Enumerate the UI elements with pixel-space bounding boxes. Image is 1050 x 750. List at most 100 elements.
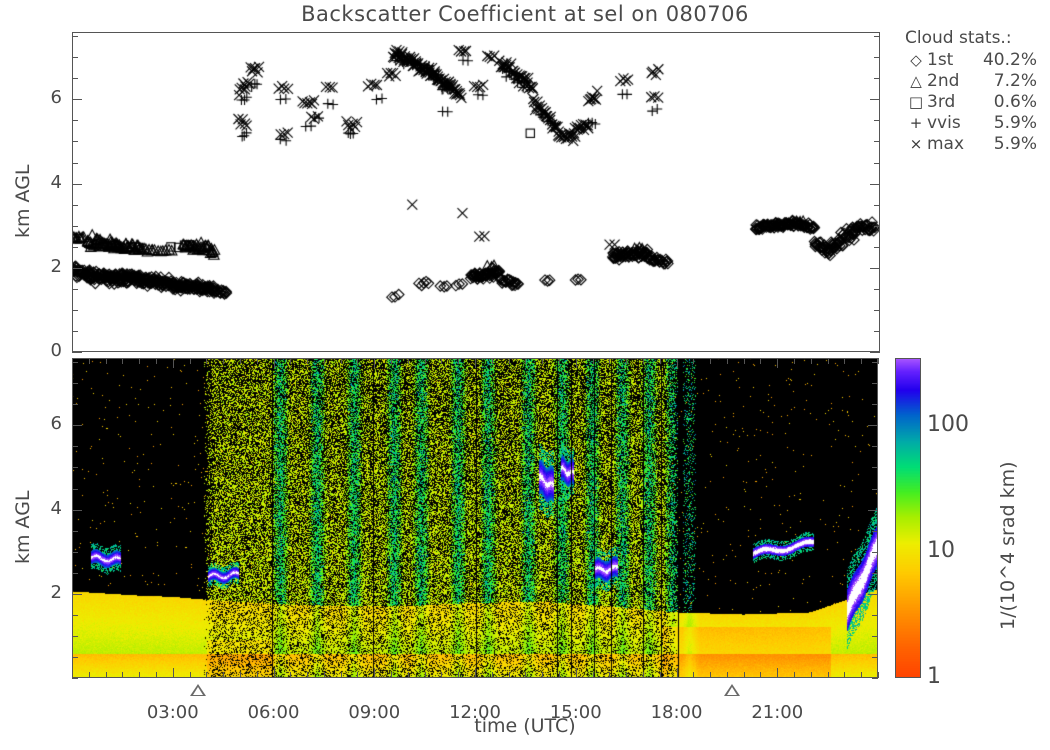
legend-label: max: [927, 134, 965, 154]
x-tick-mark: [273, 668, 275, 678]
x-tick-mark: [172, 668, 174, 678]
x-minor-tick: [239, 358, 241, 364]
x-minor-tick: [794, 672, 796, 678]
y-minor-tick: [72, 288, 78, 290]
x-minor-tick: [642, 358, 644, 364]
y-minor-tick: [72, 362, 78, 364]
x-minor-tick: [424, 358, 426, 364]
time-marker-triangle-icon: [189, 684, 206, 696]
square-icon: □: [908, 93, 924, 111]
x-minor-tick: [794, 358, 796, 364]
x-minor-tick: [743, 358, 745, 364]
cloud-stats-legend: Cloud stats.: ◇ 1st 40.2% △ 2nd 7.2% □ 3rd 0.6% +…: [905, 28, 1050, 155]
legend-value: 0.6%: [993, 92, 1037, 112]
x-minor-tick: [441, 672, 443, 678]
legend-value: 5.9%: [993, 134, 1037, 154]
x-minor-tick: [105, 358, 107, 364]
y-minor-tick: [872, 404, 878, 406]
y-tick-mark: [868, 593, 878, 595]
x-minor-tick: [558, 358, 560, 364]
x-minor-tick: [155, 672, 157, 678]
legend-title: Cloud stats.:: [905, 28, 1012, 48]
x-minor-tick: [491, 358, 493, 364]
x-minor-tick: [827, 358, 829, 364]
colorbar-tick-label: 10: [927, 538, 955, 564]
x-minor-tick: [878, 358, 879, 364]
legend-label: 1st: [927, 50, 954, 70]
x-minor-tick: [357, 358, 359, 364]
legend-row-3rd: □ 3rd 0.6%: [905, 92, 1050, 113]
x-minor-tick: [340, 358, 342, 364]
y-minor-tick: [72, 383, 78, 385]
x-minor-tick: [726, 358, 728, 364]
y-minor-tick: [872, 678, 878, 679]
x-minor-tick: [307, 358, 309, 364]
x-minor-tick: [710, 672, 712, 678]
x-minor-tick: [525, 358, 527, 364]
y-minor-tick: [72, 120, 78, 122]
x-tick-mark: [475, 358, 476, 368]
y-tick-label: 4: [50, 497, 62, 519]
x-minor-tick: [542, 672, 544, 678]
x-minor-tick: [693, 672, 695, 678]
cloud-layer-scatter-plot: [72, 32, 880, 352]
legend-row-vvis: + vvis 5.9%: [905, 113, 1050, 134]
y-tick-mark: [870, 352, 880, 353]
x-minor-tick: [88, 358, 90, 364]
x-minor-tick: [290, 358, 292, 364]
x-axis-label: time (UTC): [474, 715, 576, 737]
y-minor-tick: [72, 78, 78, 80]
x-minor-tick: [609, 672, 611, 678]
x-minor-tick: [340, 672, 342, 678]
y-minor-tick: [72, 614, 78, 616]
legend-label: vvis: [927, 113, 961, 133]
x-tick-label: 18:00: [650, 702, 703, 723]
y-minor-tick: [72, 467, 78, 469]
x-minor-tick: [592, 358, 594, 364]
x-minor-tick: [323, 672, 325, 678]
triangle-icon: △: [910, 72, 922, 90]
colorbar-tick-label: 100: [927, 412, 969, 438]
legend-rows: ◇ 1st 40.2% △ 2nd 7.2% □ 3rd 0.6% + vvis 5.9% × max 5.…: [905, 50, 1050, 155]
time-marker-triangle-icon: [723, 684, 740, 696]
legend-row-2nd: △ 2nd 7.2%: [905, 71, 1050, 92]
x-minor-tick: [122, 358, 124, 364]
colorbar-tick-label: 1: [927, 664, 941, 689]
y-minor-tick: [72, 57, 78, 59]
x-minor-tick: [189, 358, 191, 364]
y-minor-tick: [72, 309, 78, 311]
y-tick-mark: [870, 99, 880, 101]
y-tick-mark: [72, 425, 82, 427]
legend-row-1st: ◇ 1st 40.2%: [905, 50, 1050, 71]
x-tick-mark: [777, 668, 779, 678]
x-tick-mark: [777, 358, 779, 368]
x-minor-tick: [256, 358, 258, 364]
y-minor-tick: [872, 467, 878, 469]
x-minor-tick: [626, 358, 628, 364]
x-minor-tick: [223, 672, 225, 678]
legend-label: 2nd: [927, 71, 960, 91]
y-minor-tick: [72, 330, 78, 332]
y-minor-tick: [872, 572, 878, 574]
x-tick-label: 12:00: [449, 702, 501, 723]
y-minor-tick: [72, 246, 78, 248]
y-tick-mark: [72, 183, 82, 185]
x-minor-tick: [659, 672, 661, 678]
y-tick-label: 6: [50, 413, 62, 435]
x-minor-tick: [760, 358, 762, 364]
y-minor-tick: [72, 36, 78, 38]
x-minor-tick: [810, 358, 812, 364]
y-minor-tick: [872, 362, 878, 364]
x-tick-mark: [374, 358, 376, 368]
x-tick-label: 06:00: [247, 702, 300, 723]
y-minor-tick: [72, 678, 78, 679]
y-minor-tick: [872, 488, 878, 490]
y-tick-label: 6: [50, 87, 62, 109]
legend-value: 7.2%: [993, 71, 1037, 91]
y-minor-tick: [872, 530, 878, 532]
x-tick-mark: [575, 668, 577, 678]
x-tick-mark: [374, 668, 376, 678]
y-tick-label: 2: [50, 581, 62, 603]
y-tick-label: 0: [50, 340, 62, 361]
